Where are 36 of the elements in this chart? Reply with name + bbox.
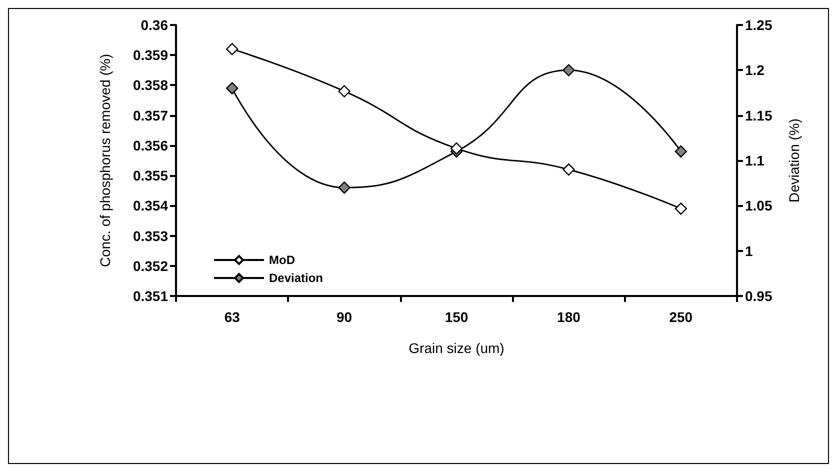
point: [562, 163, 575, 176]
x-tick-label: 150: [444, 309, 468, 325]
y-tick-label: 0.359: [132, 47, 168, 64]
x-axis-title: Grain size (um): [408, 340, 504, 356]
y-tick-label: 0.355: [132, 168, 168, 184]
x-tick-label: 250: [669, 309, 693, 325]
y-tick-label: 0.353: [132, 228, 168, 244]
y-tick-label: 0.352: [132, 258, 168, 274]
y-tick-label: 0.36: [140, 17, 168, 33]
y2-tick-label: 1.15: [745, 107, 772, 124]
y2-tick-label: 1.2: [745, 62, 765, 78]
point: [674, 202, 687, 215]
legend-label: MoD: [269, 253, 296, 267]
point: [338, 85, 350, 98]
y2-tick-label: 1.05: [745, 198, 772, 214]
y2-tick-label: 1.1: [745, 152, 765, 168]
y-axis-title: Conc. of phosphorus removed (%): [97, 54, 113, 268]
x-tick-label: 63: [224, 309, 240, 325]
y2-tick-label: 1: [745, 242, 753, 259]
point: [226, 42, 238, 56]
point: [450, 142, 463, 155]
legend-label: Deviation: [269, 271, 324, 285]
y2-axis-title: Deviation (%): [786, 118, 802, 203]
y-tick-label: 0.357: [132, 107, 168, 124]
x-tick-label: 180: [557, 309, 581, 325]
y-tick-label: 0.356: [132, 137, 168, 154]
y2-tick-label: 1.25: [745, 17, 772, 33]
point: [338, 182, 350, 194]
y-tick-label: 0.354: [132, 198, 168, 214]
point: [562, 64, 575, 76]
point: [226, 82, 238, 94]
y2-tick-label: 0.95: [745, 288, 772, 304]
y-tick-label: 0.358: [132, 77, 168, 94]
x-tick-label: 90: [336, 309, 352, 325]
point: [674, 145, 687, 158]
y-tick-label: 0.351: [132, 288, 168, 304]
